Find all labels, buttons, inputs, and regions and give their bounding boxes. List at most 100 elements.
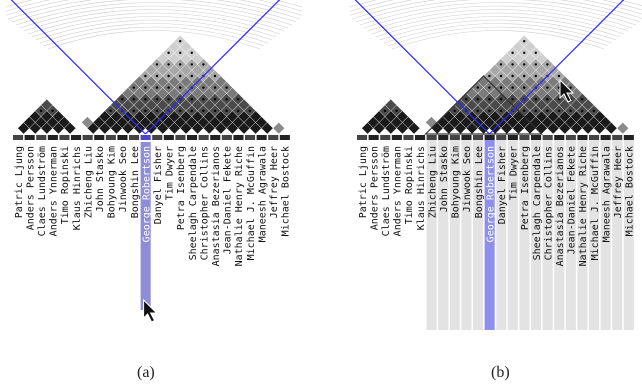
column-shade — [473, 140, 484, 330]
cell-dot — [213, 98, 217, 101]
name-label[interactable]: Anders Ynnerman — [49, 146, 60, 236]
name-label[interactable]: Anders Persson — [25, 146, 36, 230]
name-label[interactable]: Jeffrey Heer — [613, 146, 624, 218]
baseline-block — [13, 135, 24, 140]
cell-dot — [534, 109, 537, 113]
cell-dot — [202, 109, 205, 113]
cell-dot — [499, 109, 503, 113]
matrix-cells — [361, 35, 629, 135]
cell-dot — [453, 109, 456, 113]
name-label[interactable]: Petra Isenberg — [176, 146, 187, 230]
matrix-panel-b[interactable]: Patric Ljung Anders Persson Claes Lundströ… — [350, 0, 642, 330]
baseline-block — [105, 135, 116, 140]
name-label[interactable]: Anastasia Bezerianos — [555, 146, 566, 266]
baseline-block — [484, 135, 495, 140]
cell-dot — [476, 98, 479, 101]
name-label[interactable]: Tim Dwyer — [165, 146, 176, 200]
name-label[interactable]: Patric Ljung — [14, 146, 25, 218]
name-label[interactable]: Jean-Daniel Fekete — [567, 146, 578, 254]
baseline-block — [542, 135, 553, 140]
cell-dot — [179, 109, 182, 113]
cell-dot — [144, 98, 147, 101]
name-label[interactable]: John Stasko — [439, 146, 450, 212]
cell-dot — [155, 74, 159, 78]
diagonal-baseline — [357, 135, 634, 140]
matrix-panel-a[interactable]: Patric Ljung Anders Persson Claes Lundströ… — [6, 0, 302, 330]
cell-dot — [225, 86, 228, 89]
name-label[interactable]: Klaus Hinrichs — [72, 146, 83, 230]
name-label[interactable]: Maneesh Agrawala — [601, 146, 612, 242]
name-label[interactable]: Claes Lundström — [381, 146, 392, 236]
matrix-cell[interactable] — [616, 122, 629, 135]
name-label[interactable]: Sheelagh Carpendale — [532, 146, 543, 260]
cell-dot — [202, 86, 205, 89]
name-label[interactable]: Jinwook Seo — [462, 146, 473, 212]
name-label[interactable]: Zhicheng Liu — [83, 146, 94, 218]
name-label[interactable]: Bongshin Lee — [130, 146, 141, 218]
name-label[interactable]: Nathalie Henry Riche — [578, 146, 589, 266]
name-label[interactable]: Timo Ropinski — [60, 146, 71, 224]
name-label[interactable]: Christopher Collins — [199, 146, 210, 260]
name-label[interactable]: Danyel Fisher — [497, 146, 508, 224]
name-label[interactable]: Claes Lundström — [37, 146, 48, 236]
name-label[interactable]: Jean-Daniel Fekete — [223, 146, 234, 254]
baseline-block — [59, 135, 70, 140]
cell-dot — [213, 86, 217, 89]
arrow-cursor-icon — [143, 298, 158, 323]
selection-line-left — [354, 0, 490, 135]
name-label[interactable]: Michael Bostock — [281, 146, 292, 236]
name-label[interactable]: Bongshin Lee — [474, 146, 485, 218]
baseline-block — [589, 135, 600, 140]
column-shade — [531, 140, 542, 330]
matrix-cell[interactable] — [261, 122, 274, 135]
cell-dot — [179, 51, 182, 54]
cell-dot — [179, 74, 182, 78]
name-label[interactable]: Anders Ynnerman — [393, 146, 404, 236]
name-label[interactable]: Sheelagh Carpendale — [188, 146, 199, 260]
name-label[interactable]: George Robertson — [485, 146, 496, 242]
name-label[interactable]: Michael J. McGuffin — [246, 146, 257, 260]
name-label[interactable]: Petra Isenberg — [520, 146, 531, 230]
baseline-block — [175, 135, 186, 140]
name-label[interactable]: Jinwook Seo — [118, 146, 129, 212]
name-label[interactable]: Anastasia Bezerianos — [211, 146, 222, 266]
baseline-block — [519, 135, 530, 140]
name-label[interactable]: Christopher Collins — [543, 146, 554, 260]
name-label[interactable]: Jeffrey Heer — [269, 146, 280, 218]
cell-dot — [488, 74, 491, 78]
matrix-cell[interactable] — [407, 122, 421, 135]
cell-dot — [132, 109, 135, 113]
column-shade — [426, 140, 437, 330]
cell-dot — [511, 86, 514, 89]
cell-dot — [499, 98, 503, 101]
matrix-cell[interactable] — [272, 122, 285, 135]
name-label[interactable]: Patric Ljung — [358, 146, 369, 218]
name-label[interactable]: Zhicheng Liu — [427, 146, 438, 218]
matrix-cell[interactable] — [63, 122, 77, 135]
name-label[interactable]: Michael J. McGuffin — [590, 146, 601, 260]
name-label[interactable]: Nathalie Henry Riche — [234, 146, 245, 266]
name-label[interactable]: Danyel Fisher — [153, 146, 164, 224]
diagonal-baseline — [13, 135, 290, 140]
cell-dot — [248, 109, 251, 113]
selected-column-highlight — [140, 142, 151, 310]
name-label[interactable]: Anders Persson — [369, 146, 380, 230]
adjacency-matrix-a[interactable]: Patric Ljung Anders Persson Claes Lundströ… — [6, 0, 302, 330]
name-label[interactable]: Klaus Hinrichs — [416, 146, 427, 230]
name-label[interactable]: Timo Ropinski — [404, 146, 415, 224]
adjacency-matrix-b[interactable]: Patric Ljung Anders Persson Claes Lundströ… — [350, 0, 642, 330]
baseline-block — [245, 135, 256, 140]
name-label[interactable]: Tim Dwyer — [509, 146, 520, 200]
cell-dot — [167, 86, 170, 89]
name-label[interactable]: John Stasko — [95, 146, 106, 212]
name-label[interactable]: Maneesh Agrawala — [257, 146, 268, 242]
matrix-cell[interactable] — [605, 122, 618, 135]
cell-dot — [167, 63, 170, 66]
name-label[interactable]: Bohyoung Kim — [107, 146, 118, 218]
name-label[interactable]: Bohyoung Kim — [451, 146, 462, 218]
name-label[interactable]: Michael Bostock — [625, 146, 636, 236]
column-shade — [589, 140, 600, 330]
cell-dot — [167, 74, 170, 78]
name-label[interactable]: George Robertson — [141, 146, 152, 242]
cell-dot — [546, 63, 549, 66]
